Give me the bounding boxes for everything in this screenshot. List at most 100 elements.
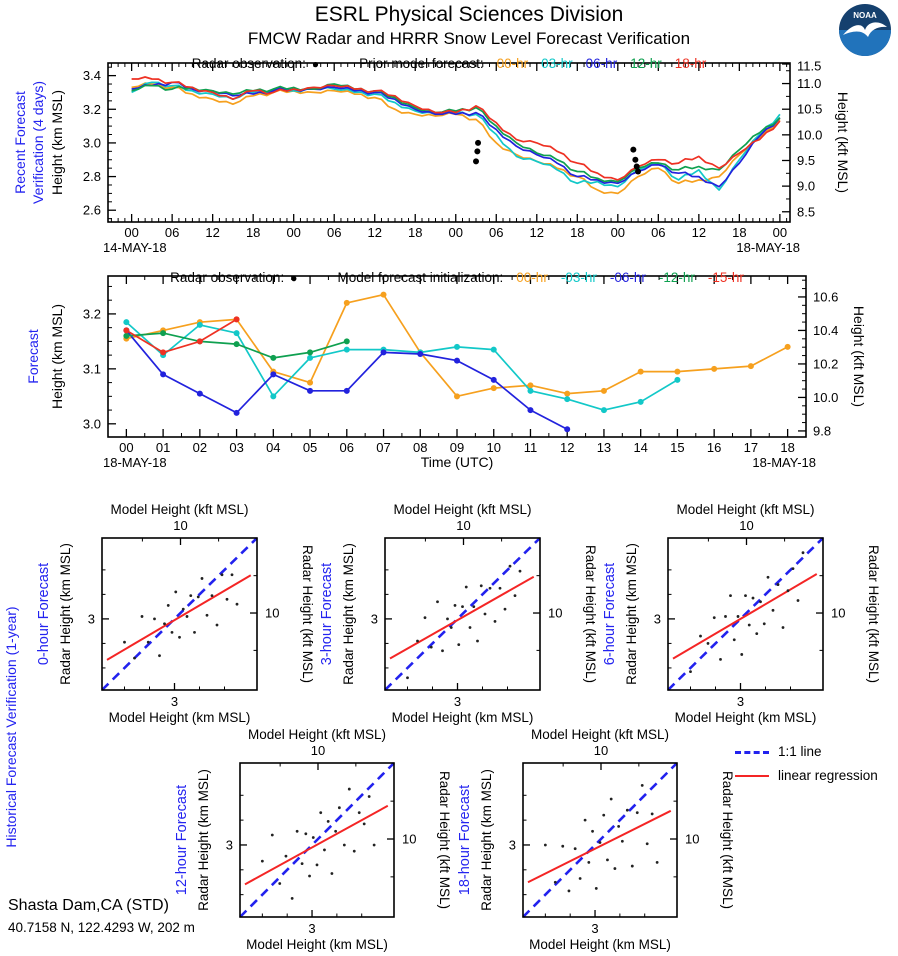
tick-label: 00: [773, 225, 787, 240]
scatter-point: [598, 841, 602, 844]
series-marker: [600, 407, 607, 414]
tick-label: 03: [229, 440, 243, 455]
series-marker: [417, 351, 424, 358]
tick-label: 9.0: [797, 179, 815, 194]
scatter-point: [747, 623, 751, 627]
right-axis-title: Radar Height (kft MSL): [437, 771, 452, 909]
tick-label: 06: [489, 225, 503, 240]
scatter-point: [372, 843, 376, 847]
regression-line: [527, 809, 672, 884]
top-axis-title: Model Height (kft MSL): [110, 502, 248, 517]
scatter-point: [260, 859, 264, 863]
series-marker: [196, 390, 203, 397]
tick-label: 10: [265, 606, 279, 621]
scatter-panel-label: 3-hour Forecast: [319, 563, 335, 665]
plot-frame: [667, 537, 824, 691]
y-axis-title: Radar Height (km MSL): [196, 769, 211, 911]
tick-label: 18: [570, 225, 584, 240]
tick-label: 3: [454, 694, 461, 709]
scatter-point: [732, 638, 736, 642]
series-marker: [637, 368, 644, 375]
tick-label: 3.4: [83, 68, 101, 83]
tick-label: 10.6: [813, 289, 838, 304]
scatter-point: [766, 575, 770, 579]
radar-observation-dot: [473, 158, 480, 165]
scatter-point: [587, 860, 591, 864]
tick-label: 10: [831, 606, 845, 621]
top-axis-title: Model Height (kft MSL): [676, 502, 814, 517]
x-axis-title: Model Height (km MSL): [246, 937, 388, 952]
scatter-point: [352, 849, 356, 853]
scatter-legend: 1:1 line linear regression: [735, 744, 878, 792]
tick-label: 10.2: [813, 356, 838, 371]
scatter-point: [461, 605, 464, 609]
radar-observation-dot: [632, 156, 639, 163]
scatter-point: [270, 833, 274, 837]
tick-label: 10: [487, 440, 501, 455]
scatter-point: [200, 577, 204, 580]
right-axis-title: Height (kft MSL): [851, 306, 867, 407]
scatter-point: [323, 848, 326, 852]
scatter-point: [170, 630, 174, 634]
series-marker: [454, 357, 460, 364]
right-axis-title: Radar Height (kft MSL): [866, 545, 881, 683]
tick-label: 10: [739, 518, 753, 533]
scatter-point: [196, 595, 200, 599]
series-marker: [307, 387, 314, 394]
series-marker: [270, 393, 277, 400]
scatter-point: [493, 619, 497, 623]
series-marker: [711, 365, 718, 372]
series-marker: [270, 371, 277, 378]
scatter-point: [751, 596, 755, 600]
x-axis-title: Model Height (km MSL): [675, 710, 817, 725]
one-to-one-label: 1:1 line: [778, 744, 822, 759]
scatter-point: [488, 586, 492, 590]
tick-label: 09: [450, 440, 464, 455]
legend-model-label: Prior model forecast:: [359, 56, 484, 71]
tick-label: 3: [654, 611, 661, 626]
scatter-point: [508, 564, 512, 568]
scatter-point: [225, 597, 229, 601]
scatter-point: [689, 670, 692, 674]
legend-item-18-hr: 18-hr: [674, 56, 707, 71]
scatter-point: [406, 676, 409, 680]
tick-label: 02: [193, 440, 207, 455]
scatter-point: [513, 594, 517, 598]
series-marker: [490, 385, 497, 392]
plot-frame: [101, 537, 258, 691]
recent-legend: Radar observation: ● Prior model forecast:…: [108, 56, 790, 71]
series-marker: [307, 354, 314, 361]
legend-item-m12-hr: -12-hr: [658, 270, 695, 285]
scatter-point: [771, 608, 775, 612]
legend-item-m15-hr: -15-hr: [707, 270, 744, 285]
tick-label: 10.4: [813, 323, 838, 338]
scatter-point: [573, 847, 577, 851]
tick-label: 10: [402, 832, 416, 847]
scatter-point: [315, 863, 319, 867]
tick-label: 3: [171, 694, 178, 709]
tick-label: 00: [611, 225, 625, 240]
legend-item-00-hr: 00-hr: [496, 56, 529, 71]
scatter-point: [290, 896, 294, 900]
series-marker: [343, 299, 350, 306]
tick-label: 11: [524, 440, 538, 455]
scatter-point: [561, 844, 565, 848]
series-marker: [784, 343, 791, 350]
series-marker: [196, 321, 203, 328]
series-marker: [307, 349, 314, 356]
y-axis-title: Radar Height (km MSL): [479, 769, 494, 911]
series-marker: [160, 349, 167, 356]
scatter-point: [786, 589, 790, 593]
tick-label: 10: [456, 518, 470, 533]
radar-observation-dot: [635, 168, 642, 175]
scatter-point: [319, 811, 323, 815]
series-marker: [674, 376, 681, 383]
plot-frame: [239, 762, 395, 918]
scatter-point: [295, 829, 299, 833]
scatter-point: [153, 617, 156, 621]
tick-label: 12: [692, 225, 706, 240]
noaa-logo: NOAA: [839, 4, 891, 56]
